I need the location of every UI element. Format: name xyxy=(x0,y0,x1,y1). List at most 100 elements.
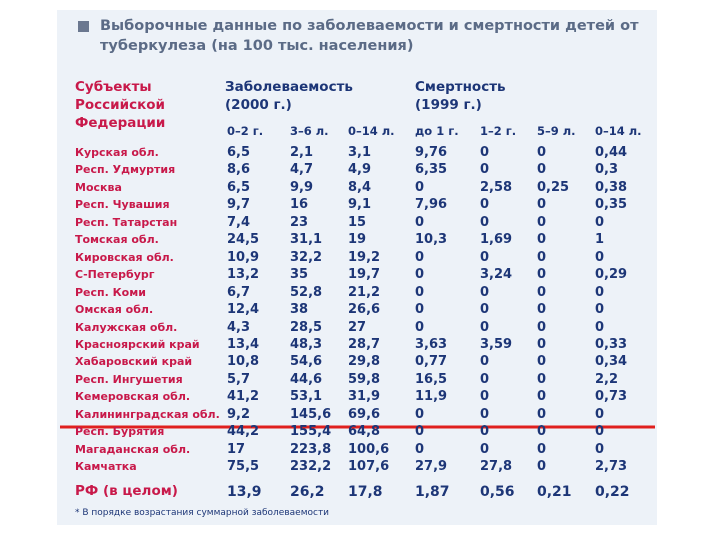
cell: 0,34 xyxy=(595,354,628,370)
cell: 0 xyxy=(537,441,547,457)
cell: 107,6 xyxy=(348,459,390,475)
region-name: Кировская обл. xyxy=(75,250,174,264)
total-cell: 0,22 xyxy=(595,484,630,500)
cell: 10,9 xyxy=(227,249,260,265)
region-name: Кемеровская обл. xyxy=(75,390,191,404)
cell: 0 xyxy=(537,145,547,160)
cell: 38 xyxy=(290,302,309,318)
panel xyxy=(57,10,657,525)
cell: 19,2 xyxy=(348,249,381,265)
cell: 0 xyxy=(595,249,605,265)
cell: 16,5 xyxy=(415,371,448,387)
cell: 0 xyxy=(480,389,490,405)
group-header: Заболеваемость (2000 г.) xyxy=(225,79,353,113)
cell: 3,1 xyxy=(348,145,372,160)
cell: 32,2 xyxy=(290,249,323,265)
cell: 5,7 xyxy=(227,371,251,387)
cell: 0 xyxy=(480,302,490,318)
cell: 16 xyxy=(290,197,309,213)
cell: 0 xyxy=(537,319,547,335)
cell: 8,6 xyxy=(227,162,251,178)
column-header: 3–6 л. xyxy=(290,124,329,138)
cell: 9,2 xyxy=(227,406,251,422)
cell: 0 xyxy=(537,284,547,300)
cell: 155,4 xyxy=(290,424,332,440)
cell: 0,73 xyxy=(595,389,628,405)
cell: 0 xyxy=(537,267,547,283)
cell: 24,5 xyxy=(227,232,260,248)
cell: 1 xyxy=(595,232,605,248)
cell: 0 xyxy=(480,354,490,370)
cell: 1,69 xyxy=(480,232,513,248)
cell: 19 xyxy=(348,232,367,248)
cell: 2,73 xyxy=(595,459,628,475)
cell: 2,1 xyxy=(290,145,314,160)
cell: 4,7 xyxy=(290,162,314,178)
region-name: Калининградская обл. xyxy=(75,407,220,421)
cell: 0 xyxy=(595,214,605,230)
cell: 54,6 xyxy=(290,354,323,370)
cell: 12,4 xyxy=(227,302,260,318)
cell: 0 xyxy=(480,214,490,230)
region-name: Респ. Коми xyxy=(75,285,146,299)
region-name: Курская обл. xyxy=(75,146,159,159)
cell: 17 xyxy=(227,441,246,457)
cell: 13,2 xyxy=(227,267,260,283)
cell: 0 xyxy=(537,162,547,178)
cell: 7,96 xyxy=(415,197,448,213)
cell: 0 xyxy=(480,145,490,160)
region-header: Субъекты Российской Федерации xyxy=(75,79,166,131)
cell: 23 xyxy=(290,214,309,230)
region-name: Калужская обл. xyxy=(75,320,178,334)
cell: 0 xyxy=(537,336,547,352)
cell: 0 xyxy=(415,249,425,265)
cell: 0 xyxy=(595,319,605,335)
cell: 6,5 xyxy=(227,145,251,160)
cell: 6,7 xyxy=(227,284,251,300)
cell: 0 xyxy=(480,371,490,387)
cell: 10,8 xyxy=(227,354,260,370)
total-cell: 0,56 xyxy=(480,484,515,500)
cell: 11,9 xyxy=(415,389,448,405)
cell: 0 xyxy=(595,441,605,457)
region-name: Магаданская обл. xyxy=(75,442,191,456)
cell: 0 xyxy=(415,319,425,335)
cell: 31,1 xyxy=(290,232,323,248)
cell: 0 xyxy=(537,406,547,422)
group-header: Смертность (1999 г.) xyxy=(415,79,506,113)
cell: 19,7 xyxy=(348,267,381,283)
region-name: Респ. Татарстан xyxy=(75,215,178,229)
cell: 0,38 xyxy=(595,179,628,195)
cell: 0 xyxy=(537,232,547,248)
cell: 0 xyxy=(480,441,490,457)
cell: 28,5 xyxy=(290,319,323,335)
cell: 0 xyxy=(480,406,490,422)
cell: 0 xyxy=(480,424,490,440)
cell: 0 xyxy=(595,424,605,440)
cell: 0 xyxy=(480,197,490,213)
region-name: Томская обл. xyxy=(75,233,159,247)
region-name: Камчатка xyxy=(75,460,137,474)
column-header: 5–9 л. xyxy=(537,124,576,138)
cell: 2,58 xyxy=(480,179,513,195)
cell: 0 xyxy=(537,302,547,318)
cell: 0 xyxy=(537,424,547,440)
cell: 0,35 xyxy=(595,197,628,213)
cell: 0 xyxy=(415,406,425,422)
cell: 0 xyxy=(480,319,490,335)
cell: 27,8 xyxy=(480,459,513,475)
cell: 9,76 xyxy=(415,145,448,160)
cell: 9,9 xyxy=(290,179,314,195)
cell: 53,1 xyxy=(290,389,323,405)
cell: 3,63 xyxy=(415,336,448,352)
cell: 7,4 xyxy=(227,214,251,230)
cell: 0 xyxy=(537,354,547,370)
total-label: РФ (в целом) xyxy=(75,483,178,499)
cell: 0 xyxy=(537,459,547,475)
cell: 0 xyxy=(415,441,425,457)
cell: 10,3 xyxy=(415,232,448,248)
cell: 59,8 xyxy=(348,371,381,387)
cell: 0 xyxy=(595,406,605,422)
cell: 9,7 xyxy=(227,197,251,213)
